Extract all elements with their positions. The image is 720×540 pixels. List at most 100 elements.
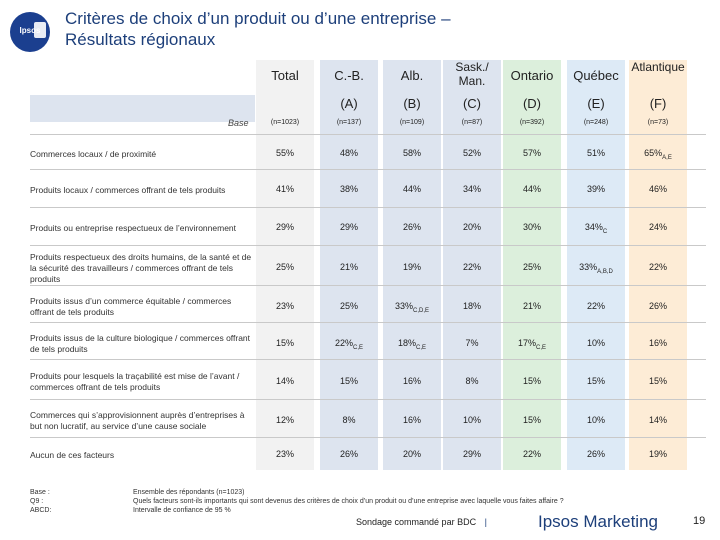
- cell-value: 48%: [339, 148, 358, 158]
- cell-value: 20%: [462, 222, 481, 232]
- table-cell: 29%: [256, 222, 314, 232]
- table-cell: 29%: [443, 449, 501, 459]
- significance-marker: C,E: [416, 344, 427, 351]
- row-divider: [30, 169, 706, 170]
- table-cell: 57%: [503, 148, 561, 158]
- cell-value: 15%: [522, 415, 541, 425]
- table-cell: 25%: [503, 262, 561, 272]
- column-base: (n=109): [399, 119, 425, 126]
- table-cell: 10%: [567, 338, 625, 348]
- column-name: Atlantique: [631, 60, 685, 74]
- table-cell: 25%: [256, 262, 314, 272]
- cell-value: 15%: [586, 376, 605, 386]
- table-cell: 16%: [629, 338, 687, 348]
- table-cell: 8%: [320, 415, 378, 425]
- footer-labels: Base : Q9 : ABCD:: [30, 488, 51, 515]
- base-label: Base: [228, 118, 249, 128]
- cell-value: 30%: [522, 222, 541, 232]
- cell-value: 14%: [648, 415, 667, 425]
- column-letter: (F): [649, 96, 667, 111]
- brand-separator: |: [484, 517, 487, 527]
- table-cell: 10%: [443, 415, 501, 425]
- cell-value: 65%: [644, 148, 663, 158]
- table-cell: 17%C,E: [503, 338, 561, 351]
- table-cell: 10%: [567, 415, 625, 425]
- cell-value: 16%: [402, 415, 421, 425]
- cell-value: 26%: [339, 449, 358, 459]
- ipsos-logo: [10, 12, 50, 52]
- footer-label-q9: Q9 :: [30, 498, 44, 505]
- cell-value: 10%: [586, 337, 605, 348]
- column-base: (n=137): [336, 119, 362, 126]
- cell-value: 52%: [462, 148, 481, 158]
- cell-value: 38%: [339, 184, 358, 194]
- row-label: Produits issus d’un commerce équitable /…: [30, 295, 232, 317]
- table-cell: 22%C,E: [320, 338, 378, 351]
- column-header-2: Alb. (B): [383, 60, 441, 122]
- table-cell: 26%: [629, 301, 687, 311]
- table-cell: 44%: [503, 184, 561, 194]
- table-cell: 24%: [629, 222, 687, 232]
- cell-value: 17%: [517, 337, 536, 348]
- significance-marker: C: [602, 228, 608, 235]
- row-divider: [30, 437, 706, 438]
- significance-marker: C,E: [353, 344, 364, 351]
- row-label: Commerces locaux / de proximité: [30, 148, 157, 159]
- base-band: [30, 95, 255, 122]
- column-band-4: [503, 60, 561, 470]
- row-divider: [30, 399, 706, 400]
- table-cell: 22%: [443, 262, 501, 272]
- table-cell: 26%: [320, 449, 378, 459]
- table-cell: 65%A,E: [629, 148, 687, 161]
- table-cell: 8%: [443, 376, 501, 386]
- table-cell: 16%: [383, 376, 441, 386]
- cell-value: 51%: [586, 148, 605, 158]
- cell-value: 21%: [339, 262, 358, 272]
- row-divider: [30, 322, 706, 323]
- cell-value: 55%: [275, 148, 294, 158]
- column-letter: (A): [340, 96, 358, 111]
- cell-value: 22%: [648, 262, 667, 272]
- table-cell: 58%: [383, 148, 441, 158]
- cell-value: 14%: [275, 376, 294, 386]
- cell-value: 22%: [522, 449, 541, 459]
- column-header-6: Atlantique (F): [629, 60, 687, 122]
- cell-value: 41%: [275, 184, 294, 194]
- table-cell: 41%: [256, 184, 314, 194]
- cell-value: 24%: [648, 222, 667, 232]
- cell-value: 23%: [275, 449, 294, 459]
- table-cell: 16%: [383, 415, 441, 425]
- column-name: Total: [271, 68, 299, 83]
- table-cell: 22%: [503, 449, 561, 459]
- footer-label-abcd: ABCD:: [30, 507, 52, 514]
- table-cell: 14%: [256, 376, 314, 386]
- table-cell: 25%: [320, 301, 378, 311]
- cell-value: 10%: [586, 415, 605, 425]
- cell-value: 25%: [339, 300, 358, 311]
- column-header-3: Sask./ Man. (C): [443, 60, 501, 122]
- significance-marker: A,B,D: [597, 268, 613, 275]
- footer-note-base: Ensemble des répondants (n=1023): [133, 489, 245, 496]
- column-letter: (D): [522, 96, 542, 111]
- cell-value: 22%: [334, 337, 353, 348]
- cell-value: 21%: [522, 300, 541, 311]
- table-cell: 26%: [383, 222, 441, 232]
- column-name: Alb.: [400, 68, 424, 83]
- row-label: Aucun de ces facteurs: [30, 449, 115, 460]
- cell-value: 8%: [342, 415, 356, 425]
- footer-notes: Ensemble des répondants (n=1023) Quels f…: [133, 488, 693, 515]
- cell-value: 18%: [462, 300, 481, 311]
- column-base: (n=87): [461, 119, 483, 126]
- logo-text: Ipsos: [19, 26, 41, 35]
- cell-value: 29%: [339, 222, 358, 232]
- row-divider: [30, 245, 706, 246]
- cell-value: 34%: [462, 184, 481, 194]
- row-label: Produits issus de la culture biologique …: [30, 332, 251, 354]
- table-cell: 20%: [443, 222, 501, 232]
- column-base: (n=392): [519, 119, 545, 126]
- significance-marker: A,E: [662, 154, 672, 161]
- cell-value: 44%: [522, 184, 541, 194]
- table-cell: 20%: [383, 449, 441, 459]
- column-name: Sask./ Man.: [455, 60, 489, 88]
- column-header-0: Total: [256, 60, 314, 122]
